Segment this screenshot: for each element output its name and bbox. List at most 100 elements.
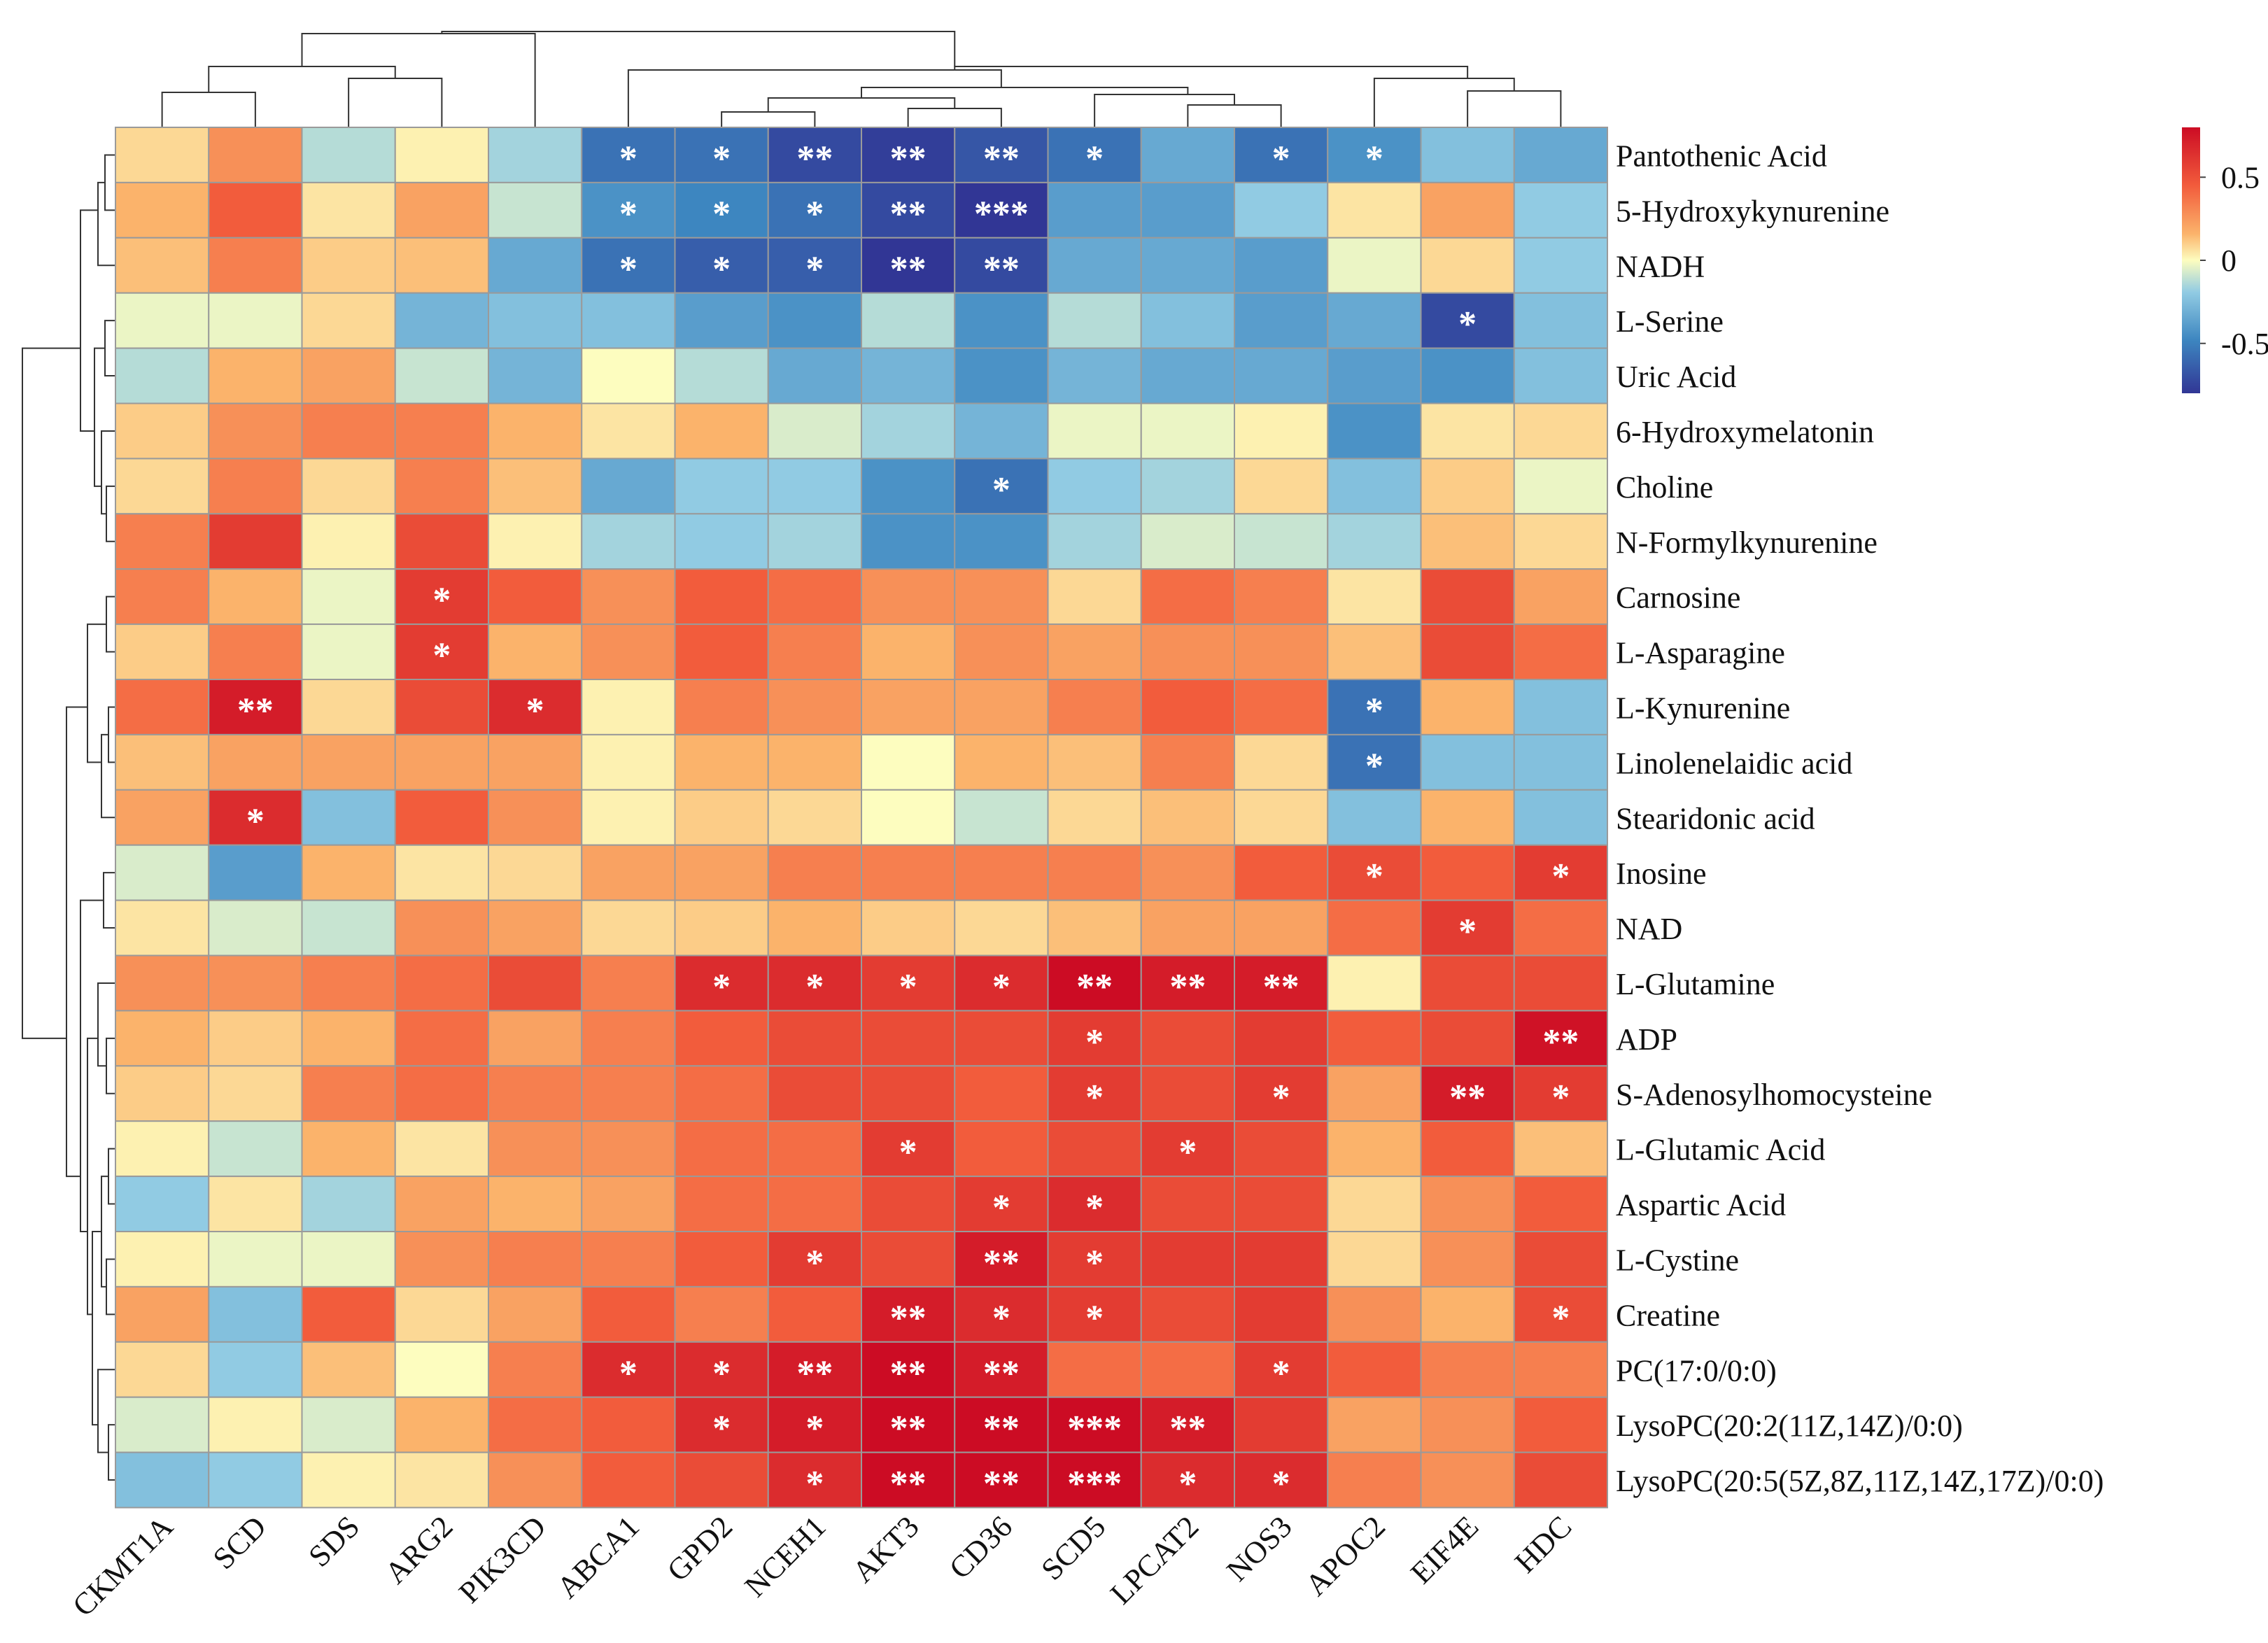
dendrogram-branch — [954, 66, 1469, 78]
heatmap-cell — [1513, 679, 1608, 735]
heatmap-cell — [767, 1010, 862, 1067]
column-label: ABCA1 — [550, 1509, 646, 1605]
significance-star: * — [1085, 1243, 1104, 1283]
significance-star: * — [619, 194, 638, 234]
dendrogram-branch — [97, 982, 115, 1067]
heatmap-cell — [115, 1176, 210, 1232]
heatmap-cell — [488, 844, 583, 901]
heatmap-cell — [1513, 844, 1608, 901]
significance-star: ** — [890, 1409, 927, 1448]
heatmap-cell — [1047, 237, 1142, 294]
heatmap-cell — [1234, 623, 1329, 680]
significance-star: ** — [983, 1243, 1020, 1283]
legend-color-bar — [2182, 127, 2200, 393]
heatmap-cell — [1420, 623, 1515, 680]
heatmap-cell — [1140, 733, 1235, 791]
heatmap-cell — [488, 1176, 583, 1232]
heatmap-cell — [954, 954, 1049, 1012]
heatmap-cell — [1047, 789, 1142, 846]
heatmap-cell — [1420, 679, 1515, 735]
dendrogram-branch — [80, 209, 98, 432]
heatmap-cell — [488, 402, 583, 460]
heatmap-cell — [1047, 733, 1142, 791]
heatmap-cell — [1234, 1065, 1329, 1122]
heatmap-cell — [394, 1396, 489, 1453]
heatmap-cell — [954, 1065, 1049, 1122]
row-label: ADP — [1616, 1022, 1677, 1057]
heatmap-cell — [767, 1285, 862, 1343]
heatmap-cell — [861, 899, 956, 957]
significance-star: ** — [983, 249, 1020, 289]
column-label: NCEH1 — [738, 1509, 833, 1604]
dendrogram-branch — [108, 1424, 115, 1481]
heatmap-cell — [674, 1176, 769, 1232]
heatmap-cell — [581, 844, 676, 901]
heatmap-cell — [767, 292, 862, 349]
heatmap-cell — [301, 789, 396, 846]
heatmap-cell — [954, 458, 1049, 515]
heatmap-cell — [767, 1065, 862, 1122]
dendrogram-branch — [101, 1176, 108, 1288]
heatmap-cell — [1420, 402, 1515, 460]
column-label: CD36 — [943, 1509, 1019, 1586]
heatmap-cell — [394, 1176, 489, 1232]
heatmap-cell — [954, 1451, 1049, 1509]
column-label: LPCAT2 — [1104, 1509, 1205, 1611]
significance-star: * — [805, 1464, 824, 1504]
heatmap-cell — [1420, 347, 1515, 404]
heatmap-cell — [208, 789, 303, 846]
heatmap-cell — [954, 1120, 1049, 1178]
heatmap-cell — [581, 292, 676, 349]
heatmap-cell — [674, 733, 769, 791]
heatmap-cell — [394, 844, 489, 901]
dendrogram-branch — [80, 899, 104, 1232]
heatmap-cell — [1234, 568, 1329, 626]
row-label: S-Adenosylhomocysteine — [1616, 1078, 1932, 1112]
heatmap-cell — [208, 237, 303, 294]
heatmap-cell — [301, 623, 396, 680]
heatmap-cell — [1234, 1010, 1329, 1067]
heatmap-cell — [1140, 1341, 1235, 1398]
heatmap-cell — [1234, 679, 1329, 735]
column-label: NOS3 — [1220, 1509, 1298, 1588]
heatmap-cell — [208, 127, 303, 183]
heatmap-cell — [115, 679, 210, 735]
heatmap-cell — [1513, 1285, 1608, 1343]
heatmap-cell — [208, 1341, 303, 1398]
heatmap-cell — [674, 402, 769, 460]
heatmap-cell — [1234, 899, 1329, 957]
significance-star: * — [1272, 139, 1290, 178]
dendrogram-branch — [1094, 94, 1235, 127]
significance-star: ** — [1542, 1022, 1579, 1062]
heatmap-cell — [861, 458, 956, 515]
heatmap-cell — [767, 899, 862, 957]
significance-star: * — [805, 967, 824, 1007]
heatmap-cell — [1327, 292, 1422, 349]
heatmap-cell — [208, 181, 303, 239]
heatmap-cell — [488, 623, 583, 680]
row-label: Uric Acid — [1616, 360, 1736, 394]
heatmap-cell — [1140, 1065, 1235, 1122]
dendrogram-branch — [66, 706, 87, 1178]
heatmap-cell — [581, 899, 676, 957]
significance-star: ** — [796, 1353, 833, 1393]
heatmap-cell — [208, 899, 303, 957]
row-labels: Pantothenic Acid 5-Hydroxykynurenine NADH L… — [1616, 139, 2104, 1498]
significance-star: ** — [890, 139, 927, 178]
heatmap-cell — [674, 679, 769, 735]
significance-star: ** — [890, 1298, 927, 1338]
heatmap-cell — [1140, 292, 1235, 349]
heatmap-cell — [301, 568, 396, 626]
significance-star: * — [1365, 856, 1383, 896]
heatmap-cell — [1513, 458, 1608, 515]
heatmap-cell — [115, 733, 210, 791]
heatmap-cell — [674, 1065, 769, 1122]
heatmap-cell — [1047, 1120, 1142, 1178]
significance-star: * — [619, 1353, 638, 1393]
dendrogram-branch — [1373, 78, 1515, 127]
heatmap-cell — [1420, 1285, 1515, 1343]
heatmap-cell — [394, 458, 489, 515]
dendrogram-branch — [161, 92, 256, 127]
heatmap-cell — [767, 623, 862, 680]
